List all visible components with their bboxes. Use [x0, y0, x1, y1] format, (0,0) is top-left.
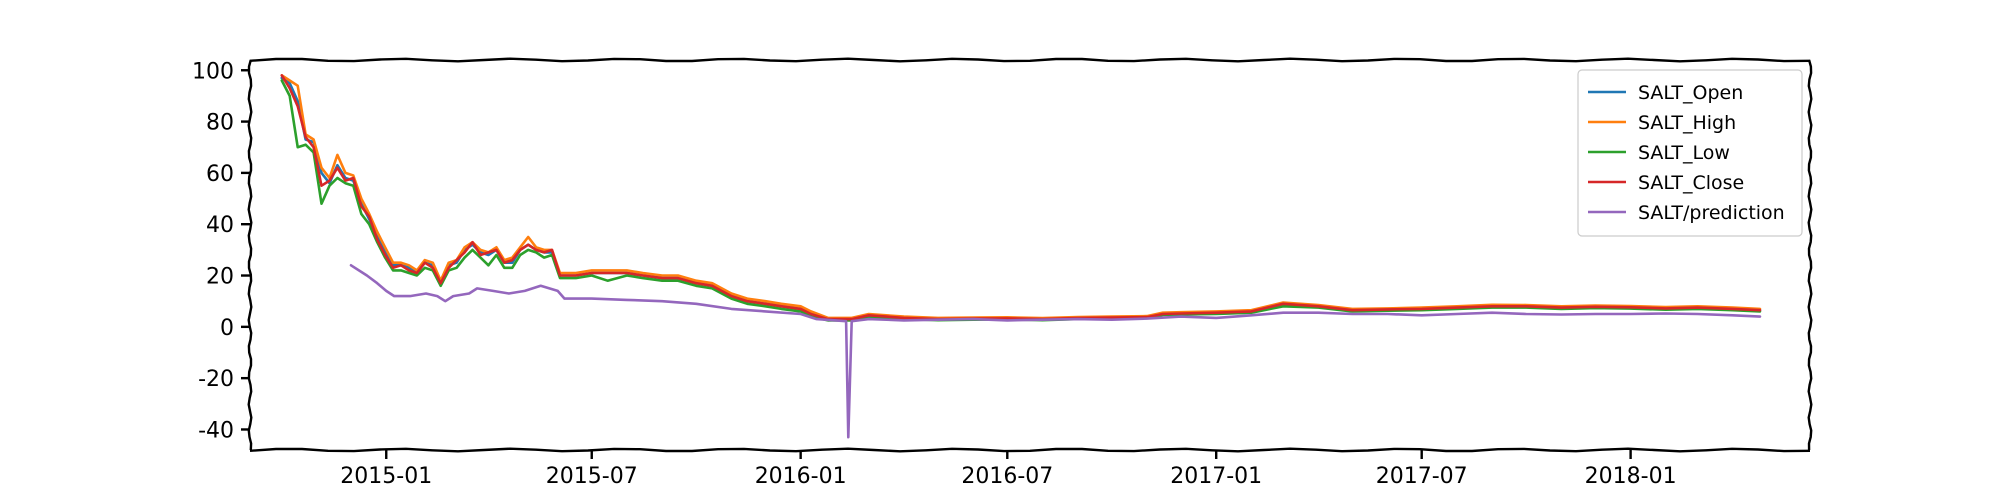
axes-layer: 100 80 60 40 20 0 -20 -40 2015-01 2015-07 2016-01 2…: [192, 57, 1813, 489]
series-line-salt-prediction: [349, 264, 1762, 439]
x-tick-label: 2017-07: [1376, 464, 1468, 489]
y-tick-label: -40: [198, 418, 234, 443]
x-tick-label: 2016-07: [961, 464, 1053, 489]
y-tick-label: 0: [220, 316, 234, 341]
legend-box: [1577, 69, 1803, 237]
x-tick-label: 2018-01: [1585, 464, 1677, 489]
x-tick-label: 2015-01: [340, 464, 432, 489]
legend: SALT_Open SALT_High SALT_Low SALT_Close SALT…: [1577, 69, 1803, 237]
x-tick-label: 2016-01: [755, 464, 847, 489]
y-tick-label: -20: [198, 367, 234, 392]
frame-right: [1807, 59, 1813, 451]
y-tick-label: 20: [206, 265, 234, 290]
series-line-salt-close: [280, 74, 1762, 321]
frame-bottom: [249, 447, 1811, 453]
legend-label: SALT_High: [1638, 112, 1736, 134]
y-tick-label: 80: [206, 111, 234, 136]
frame-top: [249, 57, 1811, 63]
series-layer: [280, 74, 1762, 439]
x-tick-label: 2015-07: [546, 464, 638, 489]
y-tick-label: 60: [206, 162, 234, 187]
y-tick-label: 100: [192, 59, 234, 84]
series-line-salt-high: [280, 74, 1762, 320]
legend-label: SALT_Low: [1638, 142, 1730, 164]
series-line-salt-low: [280, 79, 1762, 322]
y-tick-label: 40: [206, 213, 234, 238]
x-tick-label: 2017-01: [1170, 464, 1262, 489]
legend-label: SALT_Close: [1638, 172, 1744, 194]
legend-label: SALT/prediction: [1638, 202, 1785, 224]
legend-label: SALT_Open: [1638, 82, 1743, 104]
series-line-salt-open: [280, 76, 1762, 321]
frame-left: [247, 59, 253, 451]
